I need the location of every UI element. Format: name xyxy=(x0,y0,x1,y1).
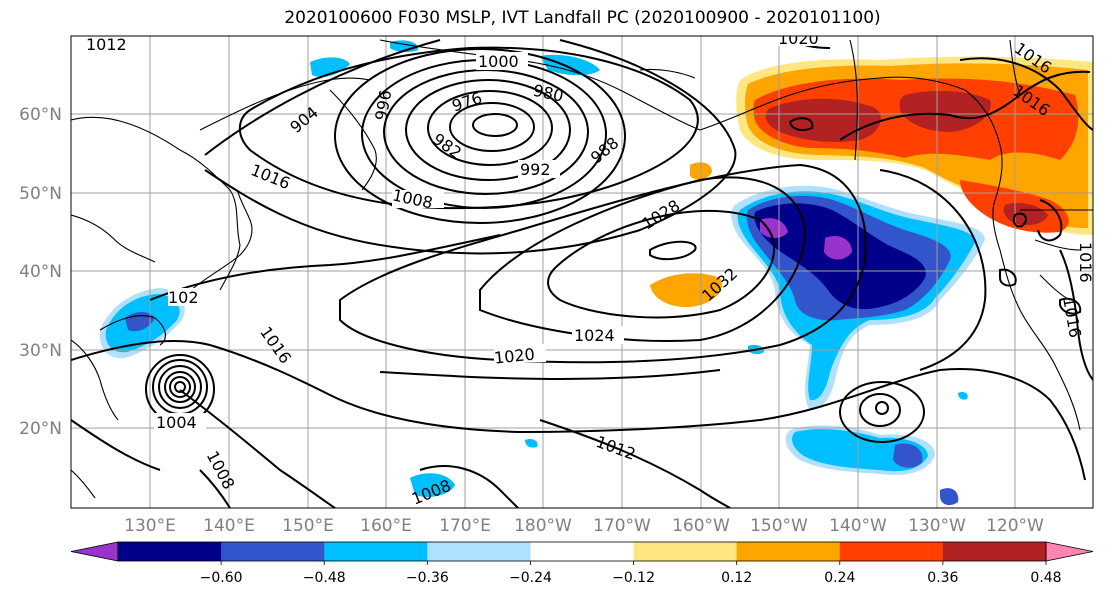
map-area: 1012 1000 980 976 982 992 988 904 996 10… xyxy=(71,29,1095,508)
isobar-label: 1000 xyxy=(478,52,519,71)
isobar-label: 1004 xyxy=(156,413,197,432)
colorbar-extend-high xyxy=(1045,541,1094,562)
colorbar-bin xyxy=(839,542,944,561)
isobar-label: 1020 xyxy=(778,29,819,48)
colorbar-bin xyxy=(530,542,635,561)
shade-orange-midpac xyxy=(650,273,723,308)
shade-darkred-gulf xyxy=(899,90,991,132)
colorbar-bin xyxy=(118,542,222,561)
colorbar-frame xyxy=(117,541,1047,562)
lon-label: 170°E xyxy=(439,516,491,536)
lon-label: 130°E xyxy=(124,516,176,536)
ivt-positive-shading xyxy=(650,56,1093,308)
isobar-label: 1024 xyxy=(574,326,615,345)
colorbar-label: −0.48 xyxy=(303,570,346,586)
colorbar: −0.60 −0.48 −0.36 −0.24 −0.12 0.12 0.24 0.36 0.4… xyxy=(70,541,1094,586)
colorbar-bin xyxy=(736,542,841,561)
longitude-labels: 130°E 140°E 150°E 160°E 170°E 180°W 170°… xyxy=(124,516,1044,536)
colorbar-label: −0.36 xyxy=(406,570,449,586)
shade-lightblue-small-2 xyxy=(958,391,968,400)
ivt-negative-shading xyxy=(99,40,985,506)
shade-lightblue-sw xyxy=(410,473,455,497)
shade-royalblue-south-2 xyxy=(940,488,959,506)
lon-label: 120°W xyxy=(986,516,1044,536)
colorbar-extend-low xyxy=(70,541,119,562)
colorbar-label: 0.48 xyxy=(1030,570,1061,586)
lon-label: 160°E xyxy=(360,516,412,536)
map-frame xyxy=(70,35,1094,509)
colorbar-bin xyxy=(221,542,325,561)
colorbar-label: −0.12 xyxy=(612,570,655,586)
colorbar-bin xyxy=(633,542,738,561)
colorbar-label: 0.36 xyxy=(927,570,958,586)
shade-purple-ne-pacific xyxy=(760,218,788,238)
shade-royalblue-south xyxy=(893,443,923,468)
isobar-label: 102 xyxy=(168,288,199,307)
lat-label: 30°N xyxy=(19,341,62,361)
colorbar-label: −0.60 xyxy=(200,570,243,586)
colorbar-label: −0.24 xyxy=(509,570,552,586)
lat-label: 60°N xyxy=(19,105,62,125)
lat-label: 50°N xyxy=(19,184,62,204)
isobar-label: 992 xyxy=(520,160,551,179)
lon-label: 170°W xyxy=(593,516,651,536)
colorbar-label: 0.12 xyxy=(721,570,752,586)
lon-label: 140°W xyxy=(829,516,887,536)
lon-label: 180°W xyxy=(514,516,572,536)
colorbar-bin xyxy=(427,542,531,561)
colorbar-label: 0.24 xyxy=(824,570,855,586)
shade-lightblue-bering xyxy=(310,57,350,77)
colorbar-bin xyxy=(324,542,428,561)
map-title: 2020100600 F030 MSLP, IVT Landfall PC (2… xyxy=(284,8,881,28)
shade-darkred-alaska xyxy=(765,98,881,143)
lon-label: 140°E xyxy=(203,516,255,536)
lon-label: 150°E xyxy=(282,516,334,536)
lon-label: 160°W xyxy=(672,516,730,536)
lat-label: 40°N xyxy=(19,262,62,282)
colorbar-bin xyxy=(942,542,1047,561)
shade-lightblue-aleut xyxy=(540,54,600,76)
lat-label: 20°N xyxy=(19,419,62,439)
shade-lightblue-small-3 xyxy=(525,438,538,448)
latitude-labels: 60°N 50°N 40°N 30°N 20°N xyxy=(19,105,62,439)
isobar-label: 1020 xyxy=(493,345,535,368)
shade-purple-ne-pacific-2 xyxy=(824,235,852,260)
isobar-label: 1016 xyxy=(1076,242,1095,283)
isobar-label: 1012 xyxy=(86,35,127,54)
lon-label: 150°W xyxy=(750,516,808,536)
lon-label: 130°W xyxy=(908,516,966,536)
